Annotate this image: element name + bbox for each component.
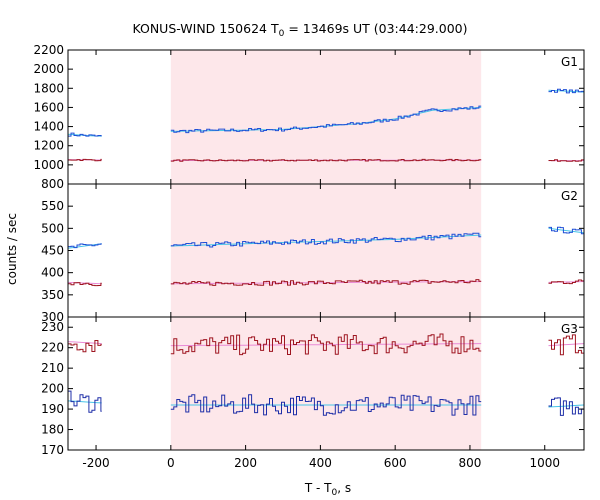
y-tick-label: 2000 (33, 62, 64, 76)
series-upper-steps-segment-0 (68, 340, 102, 353)
y-tick-label: 500 (41, 221, 64, 235)
series-lower-steps-segment-2 (548, 279, 584, 285)
series-lower-steps-segment-0 (68, 282, 102, 287)
x-tick-label: 600 (384, 456, 407, 470)
series-lower-steps-segment-2 (548, 159, 584, 162)
y-tick-label: 1600 (33, 100, 64, 114)
x-tick-label: 800 (459, 456, 482, 470)
x-tick-label: 200 (234, 456, 257, 470)
series-upper-model-segment-0 (67, 341, 102, 345)
x-tick-label: 1000 (529, 456, 560, 470)
panel-g3: 170 180 190 200 210 220 230 G3 (41, 316, 585, 457)
series-upper-model-segment-2 (548, 343, 585, 347)
chart-title: KONUS-WIND 150624 T0 = 13469s UT (03:44:… (132, 21, 467, 39)
y-tick-label: 300 (41, 310, 64, 324)
y-tick-label: 2200 (33, 43, 64, 57)
series-upper-steps-segment-1 (170, 333, 482, 356)
series-lower-steps-segment-1 (170, 158, 482, 162)
series-lower-steps-segment-0 (68, 390, 102, 413)
y-axis-label: counts / sec (5, 213, 19, 285)
y-tick-label: 210 (41, 361, 64, 375)
series-upper-steps-segment-2 (548, 88, 584, 94)
y-tick-label: 170 (41, 443, 64, 457)
y-tick-label: 190 (41, 402, 64, 416)
series-lower-steps-segment-2 (548, 397, 584, 416)
y-tick-label: 800 (41, 177, 64, 191)
series-upper-model-segment-1 (170, 234, 482, 247)
y-tick-label: 400 (41, 266, 64, 280)
series-upper-steps-segment-1 (170, 232, 482, 248)
y-tick-label: 1200 (33, 139, 64, 153)
series-upper-model-segment-1 (170, 106, 482, 132)
panel-label-g1: G1 (561, 55, 578, 69)
series-upper-steps-segment-0 (68, 132, 102, 137)
series-lower-steps-segment-1 (170, 279, 482, 286)
panel-label-g3: G3 (561, 322, 578, 336)
y-tick-label: 550 (41, 199, 64, 213)
series-upper-steps-segment-0 (68, 243, 102, 249)
shaded-interval (170, 184, 482, 317)
series-lower-model-segment-2 (548, 404, 585, 408)
x-tick-label: 400 (309, 456, 332, 470)
y-tick-label: 180 (41, 423, 64, 437)
y-tick-label: 1400 (33, 120, 64, 134)
plot-area: 8001000120014001600180020002200G13003504… (33, 43, 585, 470)
shaded-interval (170, 317, 482, 450)
y-tick-label: 200 (41, 382, 64, 396)
series-upper-model-segment-2 (548, 227, 585, 234)
series-lower-steps-segment-1 (170, 394, 482, 416)
series-lower-steps-segment-0 (68, 158, 102, 162)
series-upper-model-segment-1 (170, 343, 482, 347)
panel-label-g2: G2 (561, 189, 578, 203)
panel-g1: 800 1000 1200 1400 1600 1800 2000 2200 G1 (33, 43, 585, 191)
series-upper-steps-segment-2 (548, 226, 584, 235)
y-tick-label: 230 (41, 320, 64, 334)
y-tick-label: 220 (41, 341, 64, 355)
panel-frame (67, 316, 585, 451)
y-tick-label: 1000 (33, 158, 64, 172)
shaded-interval (170, 50, 482, 184)
x-tick-label: 0 (167, 456, 175, 470)
y-tick-label: 450 (41, 244, 64, 258)
panel-g2: 300 350 400 450 500 550 G2 (41, 183, 585, 324)
series-upper-steps-segment-2 (548, 334, 584, 356)
y-tick-label: 1800 (33, 81, 64, 95)
y-tick-label: 350 (41, 288, 64, 302)
x-axis-label: T - T0, s (304, 481, 351, 498)
x-tick-label: -200 (82, 456, 109, 470)
series-upper-steps-segment-1 (170, 105, 482, 134)
